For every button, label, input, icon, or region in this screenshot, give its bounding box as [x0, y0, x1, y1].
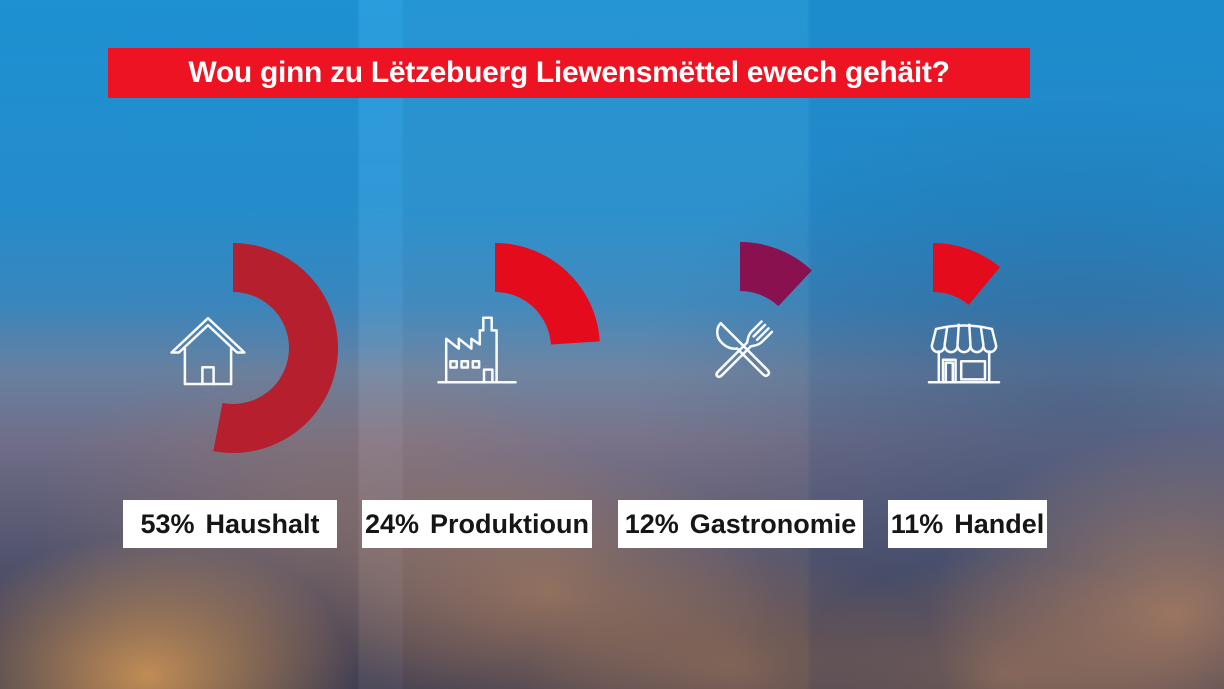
stat-percent: 24%: [364, 508, 420, 539]
house-icon: [170, 316, 246, 386]
donut-arc-haushalt: [213, 243, 338, 453]
title-banner: Wou ginn zu Lëtzebuerg Liewensmëttel ewe…: [108, 48, 1030, 98]
stat-label-haushalt: 53% Haushalt: [123, 500, 337, 548]
stat-percent: 12%: [624, 508, 679, 539]
stat-label-produktioun: 24% Produktioun: [362, 500, 592, 548]
stat-percent: 11%: [890, 508, 944, 539]
cutlery-icon: [715, 320, 774, 379]
donut-arc-handel: [933, 243, 1000, 305]
stat-category: Haushalt: [205, 508, 320, 539]
stat-percent: 53%: [140, 508, 195, 539]
shop-icon: [927, 323, 1001, 384]
stat-label-handel: 11% Handel: [888, 500, 1047, 548]
stat-category: Gastronomie: [689, 508, 857, 539]
stat-category: Handel: [954, 508, 1045, 539]
factory-icon: [437, 316, 517, 384]
title-text: Wou ginn zu Lëtzebuerg Liewensmëttel ewe…: [188, 56, 950, 89]
donut-arc-gastronomie: [740, 242, 812, 307]
stat-label-gastronomie: 12% Gastronomie: [618, 500, 863, 548]
stat-category: Produktioun: [430, 508, 590, 539]
donut-arc-produktioun: [495, 243, 600, 345]
